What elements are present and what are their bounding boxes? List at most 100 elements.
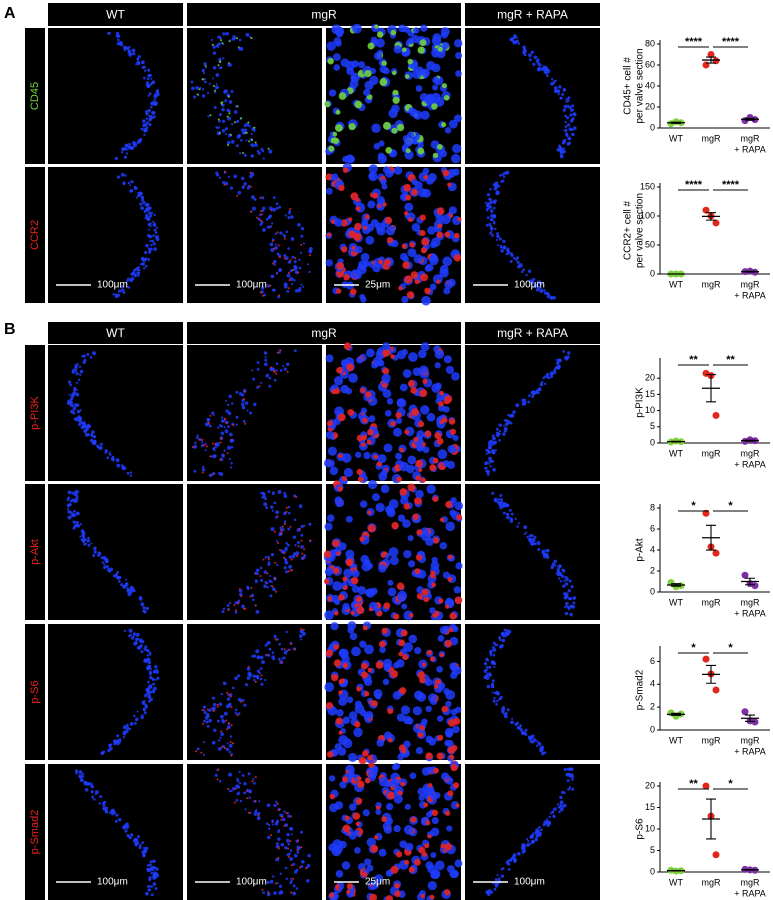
error-bar [745,714,755,722]
stain [419,389,428,398]
stain [325,649,334,657]
row-label: p-S6 [29,680,41,703]
nucleus [218,112,222,117]
nucleus [550,565,554,570]
nucleus [69,503,72,506]
nucleus [259,566,263,570]
stain [449,754,455,760]
micrograph [326,760,463,900]
nucleus [500,498,504,501]
nucleus [364,80,374,91]
y-tick-label: 15 [645,389,655,399]
data-point [667,579,675,587]
nucleus [260,220,264,225]
nucleus [215,82,218,86]
nucleus [70,409,74,414]
stain [447,182,452,187]
micrograph [465,345,600,481]
nucleus [230,445,234,449]
nucleus [389,225,396,232]
nucleus [333,218,343,227]
stain [267,147,270,150]
nucleus [523,525,528,530]
nucleus [411,222,421,232]
nucleus [108,811,112,814]
micrograph-bg [465,28,600,164]
stain [454,596,463,605]
nucleus [535,828,539,832]
nucleus [145,84,149,87]
nucleus [239,139,243,142]
nucleus [532,277,536,281]
nucleus [381,373,391,384]
nucleus [450,497,457,504]
significance-label: * [728,778,733,790]
nucleus [206,91,210,95]
stain [342,576,348,582]
nucleus [118,575,122,580]
nucleus [329,466,339,476]
nucleus [290,282,294,286]
stain [373,454,378,460]
nucleus [219,66,222,70]
nucleus [103,800,107,804]
nucleus [77,418,81,423]
stain [361,871,368,878]
stain [385,147,392,154]
nucleus [204,422,209,427]
error-bar [671,440,681,443]
stain [441,122,447,128]
nucleus [545,291,549,296]
nucleus [335,40,342,47]
nucleus [300,533,304,537]
stain [401,747,407,754]
nucleus [275,510,280,514]
nucleus [540,751,545,756]
stain [364,777,371,784]
nucleus [221,119,226,123]
stain [216,703,219,706]
nucleus [217,746,222,751]
nucleus [212,472,216,476]
nucleus [104,809,108,812]
nucleus [229,432,233,437]
nucleus [129,184,132,187]
nucleus [123,48,127,52]
stain [356,606,365,615]
nucleus [495,427,499,431]
nucleus [66,503,71,508]
nucleus [523,400,527,404]
nucleus [491,234,494,237]
nucleus [226,140,231,145]
nucleus [445,700,452,708]
panel-letter: B [4,321,16,338]
row-label: p-PI3K [29,396,41,430]
nucleus [372,493,380,502]
nucleus [122,736,126,739]
nucleus [268,579,272,583]
nucleus [453,586,462,594]
nucleus [146,691,150,696]
stain [350,288,357,295]
stain [361,671,368,679]
nucleus [298,258,301,261]
nucleus [542,376,545,380]
nucleus [531,538,536,542]
nucleus [550,78,554,81]
stain [324,101,331,108]
y-tick-label: 0 [650,268,655,278]
stain [290,815,293,818]
stain [408,380,415,387]
nucleus [402,26,410,33]
stain [399,447,405,453]
nucleus [141,196,144,199]
error-bar [706,798,716,840]
stain [419,214,426,221]
stain [323,550,332,559]
stain [429,894,435,900]
nucleus [265,822,269,825]
stain [357,780,365,789]
nucleus [132,632,137,636]
stain [441,83,447,89]
nucleus [265,217,269,221]
